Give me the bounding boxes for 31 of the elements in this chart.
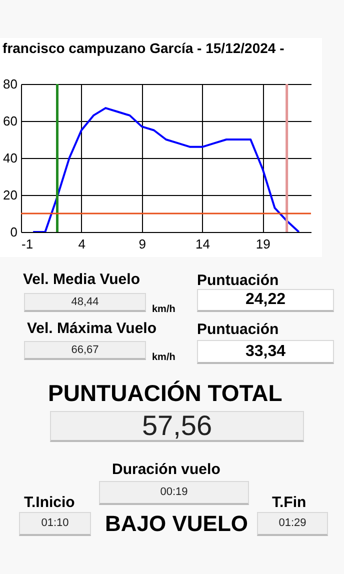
x-tick-label: 14 <box>196 236 210 252</box>
text: Vel. Media Vuelo <box>23 271 140 288</box>
line-series <box>32 107 300 232</box>
text: BAJO VUELO <box>105 511 248 537</box>
text: 00:19 <box>99 481 249 505</box>
text: 48,44 <box>24 293 146 312</box>
x-tick-label: 19 <box>256 236 270 252</box>
text: 01:10 <box>19 512 91 536</box>
y-tick-label: 40 <box>3 150 18 166</box>
text: T.Fin <box>272 494 306 511</box>
text: 66,67 <box>24 341 146 360</box>
text: 57,56 <box>50 410 304 442</box>
text: km/h <box>152 352 176 363</box>
text: 33,34 <box>197 340 334 364</box>
text: PUNTUACIÓN TOTAL <box>48 380 282 407</box>
text: km/h <box>152 304 176 315</box>
text: Puntuación <box>197 321 279 338</box>
y-tick-label: 20 <box>3 188 18 202</box>
x-tick-label: 4 <box>78 236 86 252</box>
text: Puntuación <box>197 272 279 289</box>
text: 01:29 <box>257 512 328 536</box>
x-tick-label: 9 <box>138 236 146 252</box>
text: Duración vuelo <box>112 461 220 478</box>
chart-title: francisco campuzano García - 15/12/2024 - <box>2 40 285 56</box>
text: T.Inicio <box>24 494 75 511</box>
y-tick-label: 0 <box>10 224 18 240</box>
y-tick-label: 80 <box>3 76 18 92</box>
y-tick-label: 60 <box>3 114 18 128</box>
x-tick-label: -1 <box>22 236 34 252</box>
text: 24,22 <box>197 289 334 312</box>
text: Vel. Máxima Vuelo <box>27 320 156 337</box>
